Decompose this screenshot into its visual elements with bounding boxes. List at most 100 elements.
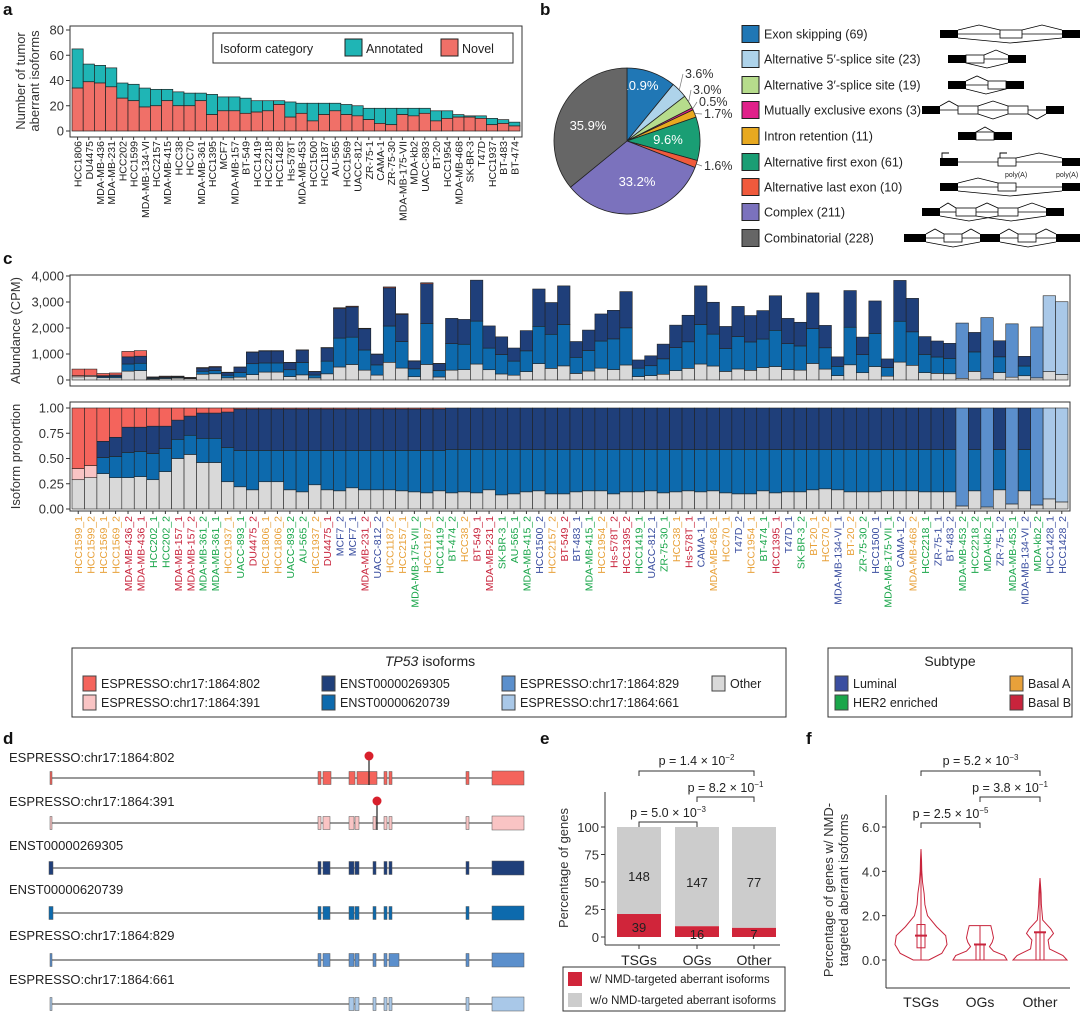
constitutive-exon — [1062, 183, 1080, 191]
legend-swatch — [741, 50, 760, 68]
bar-novel — [127, 100, 140, 132]
bar-segment — [84, 376, 98, 381]
bar-segment — [843, 364, 857, 381]
bar-segment — [532, 326, 546, 364]
y-tick-label: 4,000 — [31, 269, 64, 284]
bar-segment — [905, 331, 919, 366]
splicing-schematic — [940, 152, 1080, 167]
constitutive-exon — [940, 30, 958, 38]
bar-segment — [818, 407, 832, 450]
exon — [317, 816, 322, 830]
bar-segment — [432, 376, 446, 381]
bar-segment — [358, 349, 372, 371]
bar-segment — [407, 450, 421, 493]
exon — [322, 953, 331, 967]
bar-segment — [681, 368, 695, 381]
bar-annotated — [250, 100, 263, 113]
pie-slice-label: 1.7% — [704, 107, 733, 121]
x-tick-label: MDA-MB-453 — [297, 141, 309, 205]
sample-label: MCF7_2 — [335, 516, 347, 556]
bar-segment — [358, 408, 372, 451]
bar-segment — [221, 372, 235, 376]
exon — [354, 997, 360, 1011]
bar-segment — [943, 373, 957, 381]
sample-label: HCC202_2 — [160, 516, 172, 568]
bar-segment — [631, 491, 645, 510]
legend-label: HER2 enriched — [853, 696, 938, 710]
legend-item: Combinatorial (228) — [741, 229, 874, 247]
bar-segment — [669, 407, 683, 450]
significance-bracket — [638, 821, 698, 827]
bar-segment — [694, 449, 708, 493]
leader-line — [688, 89, 692, 102]
bar-segment — [109, 372, 123, 376]
splice-junction — [957, 177, 999, 184]
legend-label: ENST00000269305 — [340, 677, 450, 691]
bar-segment — [893, 407, 907, 450]
legend-label: Basal B — [1028, 696, 1071, 710]
bar-segment — [582, 407, 596, 450]
sample-label: HCC1806_2 — [272, 516, 284, 574]
legend-label: ENST00000620739 — [340, 696, 450, 710]
bar-segment — [246, 408, 260, 451]
bar-segment — [1017, 449, 1031, 492]
bar-segment — [781, 407, 795, 450]
legend-label: ESPRESSO:chr17:1864:829 — [520, 677, 679, 691]
exon — [491, 952, 525, 968]
bar-segment — [308, 407, 322, 410]
bar-segment — [345, 336, 359, 365]
p-value-exponent: −3 — [1009, 753, 1019, 762]
y-axis-label: Percentage of genes — [556, 808, 571, 928]
legend-swatch-novel — [440, 38, 459, 57]
bar-segment — [519, 371, 533, 381]
x-tick-label: HCC1395 — [207, 141, 219, 187]
bar-segment — [221, 377, 235, 381]
splice-junction — [939, 202, 957, 209]
panel-f: f 0.0 2.0 4.0 6.0 Percentage of genes w/ NMD-… — [806, 729, 1070, 1010]
bar-segment — [133, 476, 147, 510]
bar-segment — [719, 326, 733, 349]
legend-swatch — [834, 694, 849, 711]
bar-segment — [756, 338, 770, 368]
x-tick-label: HCC1599 — [129, 141, 141, 187]
sample-label: ZR-75-1_2 — [995, 516, 1007, 566]
bar-segment — [482, 347, 496, 371]
bar-segment — [743, 341, 758, 371]
bar-segment — [320, 408, 334, 451]
exon — [317, 953, 322, 967]
bar-segment — [905, 298, 919, 333]
bar-segment — [532, 288, 546, 327]
bar-segment — [1042, 407, 1056, 500]
bar-segment — [831, 375, 845, 381]
bar-annotated — [105, 67, 118, 88]
tss-arrow-icon — [999, 152, 1007, 158]
exon — [49, 771, 53, 785]
sample-label: MDA-MB-157_1 — [173, 516, 185, 591]
y-tick-label: 0.50 — [39, 451, 64, 466]
x-tick-label: HCC1937 — [487, 141, 499, 187]
exon — [491, 815, 525, 831]
bar-segment — [208, 412, 222, 439]
sample-label: HCC1569_1 — [98, 516, 110, 574]
bar-segment — [1017, 490, 1031, 510]
splice-junction — [957, 37, 1063, 44]
bar-segment — [644, 449, 658, 492]
bar-segment — [631, 359, 645, 369]
bar-segment — [345, 487, 359, 510]
bar-segment — [382, 489, 396, 510]
bar-segment — [943, 491, 957, 510]
bar-segment — [84, 465, 98, 478]
bar-segment — [519, 407, 533, 450]
bar-segment — [432, 370, 446, 378]
x-tick-label: HCC1419 — [252, 141, 264, 187]
bar-annotated — [228, 96, 241, 112]
sample-label: HCC1395_2 — [621, 516, 633, 574]
bar-segment — [731, 368, 745, 381]
sample-label: ZR-75-30_2 — [858, 516, 870, 572]
bar-segment — [295, 408, 309, 451]
bar-segment — [694, 285, 708, 325]
bar-segment — [432, 407, 446, 410]
bar-segment — [345, 407, 359, 410]
count-label: 39 — [632, 920, 646, 935]
bar-segment — [943, 449, 957, 493]
